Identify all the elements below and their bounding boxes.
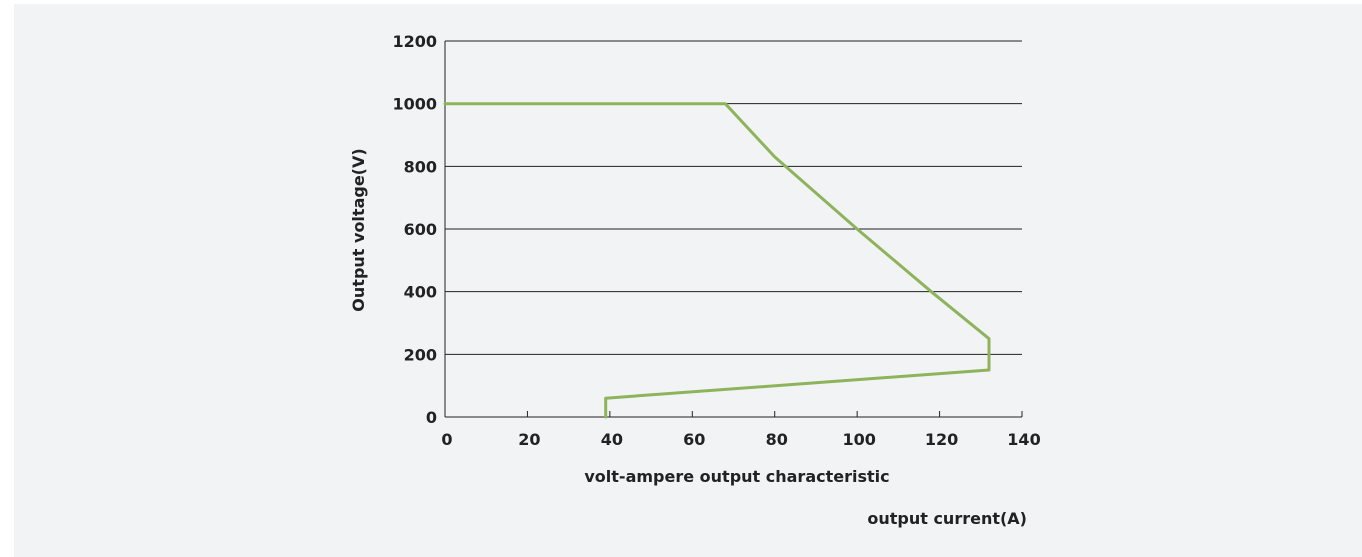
y-tick-labels: 0 200 400 600 800 1000 1200	[392, 32, 437, 427]
x-tick-label: 100	[842, 430, 875, 449]
y-tick-label: 600	[404, 220, 437, 239]
y-tick-label: 200	[404, 345, 437, 364]
series-layer	[443, 102, 991, 419]
x-tick-label: 120	[925, 430, 958, 449]
chart-panel	[14, 4, 1362, 557]
x-tick-label: 80	[766, 430, 788, 449]
y-tick-label: 1000	[392, 95, 437, 114]
y-tick-label: 1200	[392, 32, 437, 51]
x-tick-label: 140	[1007, 430, 1040, 449]
x-tick-label: 0	[441, 430, 452, 449]
chart-caption: volt-ampere output characteristic	[584, 467, 889, 486]
grid-lines	[445, 40, 1022, 355]
x-axis-title: output current(A)	[867, 509, 1027, 528]
y-tick-label: 800	[404, 157, 437, 176]
y-tick-label: 400	[404, 283, 437, 302]
x-tick-labels: 0 20 40 60 80 100 120 140	[441, 430, 1040, 449]
y-axis-title: Output voltage(V)	[349, 148, 368, 311]
x-tick-label: 60	[683, 430, 705, 449]
series-line-0	[443, 102, 991, 419]
x-tick-label: 40	[601, 430, 623, 449]
x-tick-label: 20	[518, 430, 540, 449]
y-tick-label: 0	[426, 408, 437, 427]
